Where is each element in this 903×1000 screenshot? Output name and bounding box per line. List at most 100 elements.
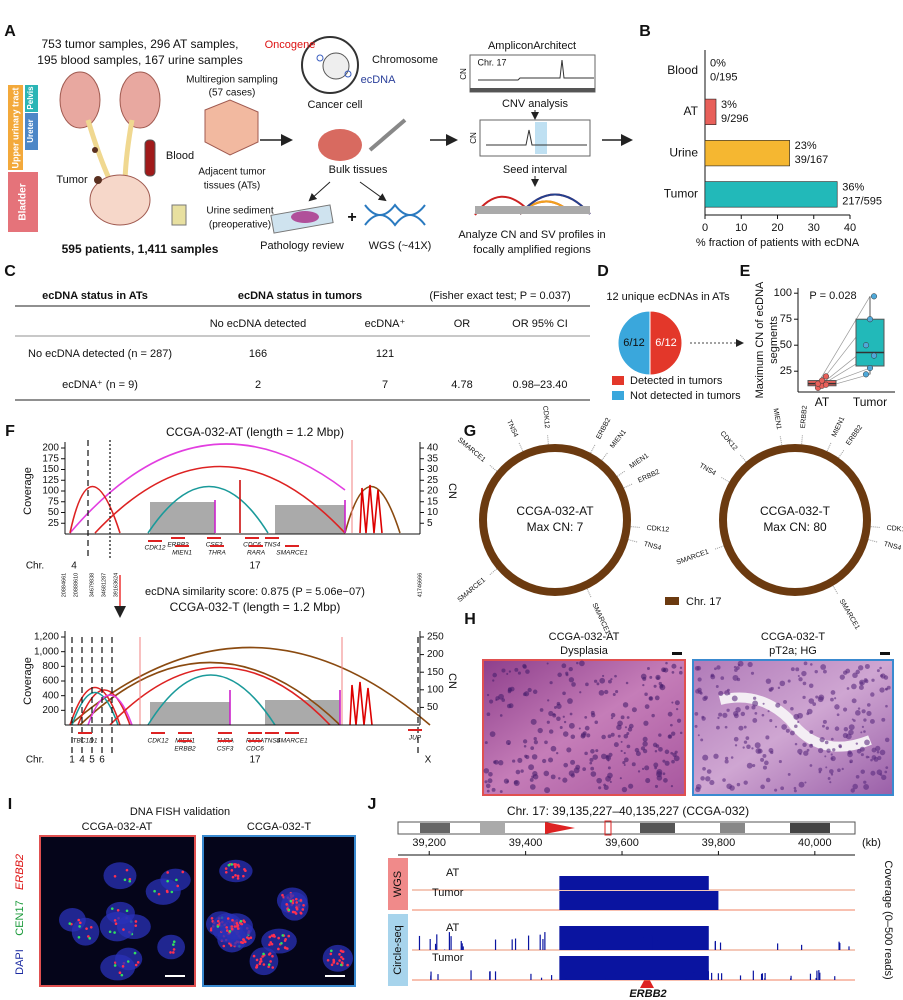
coverage-spike: [642, 937, 644, 950]
nucleus: [876, 669, 880, 673]
nucleus: [700, 776, 705, 781]
nucleus: [709, 780, 715, 786]
fish-signal: [136, 961, 140, 964]
label: tissues (ATs): [204, 181, 261, 192]
nucleus: [58, 907, 86, 932]
gene-label: SMARCE1: [276, 550, 308, 557]
nucleus: [578, 727, 581, 730]
gene-mark: [249, 545, 263, 547]
label: X: [425, 755, 432, 766]
fish-signal: [172, 943, 175, 946]
nucleus: [549, 681, 553, 685]
label: Max CN: 7: [527, 520, 584, 534]
nucleus: [848, 724, 855, 731]
nucleus: [870, 758, 873, 762]
coverage-spike: [719, 942, 722, 950]
nucleus: [827, 777, 831, 780]
fish-signal: [216, 919, 220, 923]
nucleus: [671, 759, 675, 764]
fish-signal: [230, 927, 234, 931]
label: 4: [79, 755, 85, 766]
gene-mark: [178, 740, 192, 742]
bar: [704, 181, 838, 208]
nucleus: [602, 674, 605, 678]
nucleus: [561, 663, 567, 669]
fish-signal: [338, 959, 341, 962]
nucleus: [809, 730, 814, 734]
gene-label: ERBB2: [845, 424, 864, 447]
label: CCGA-032-AT (length = 1.2 Mbp): [166, 425, 344, 439]
nucleus: [559, 725, 563, 729]
label: % fraction of patients with ecDNA: [696, 237, 860, 249]
fish-signal: [239, 940, 243, 944]
gene-mark: [78, 732, 92, 734]
label: CN: [446, 483, 458, 499]
x-tick-label: 39,200: [412, 837, 446, 849]
nucleus: [515, 769, 521, 775]
y2-tick-label: 150: [427, 667, 444, 678]
gene-tick: [714, 545, 724, 550]
coord-label: 20888610: [73, 573, 79, 597]
nucleus: [760, 784, 765, 790]
nucleus: [644, 704, 650, 709]
nucleus: [798, 677, 803, 682]
fish-signal: [172, 940, 176, 944]
nucleus: [620, 749, 623, 753]
label: WGS (~41X): [369, 240, 432, 252]
nucleus: [742, 746, 745, 749]
label: pT2a; HG: [769, 645, 817, 657]
value-label: 36%: [842, 181, 864, 193]
fish-signal: [68, 922, 72, 925]
nucleus: [651, 713, 655, 718]
nucleus: [751, 705, 756, 710]
coverage-spike: [663, 936, 665, 950]
nucleus: [673, 755, 680, 762]
gene-tick: [801, 434, 803, 445]
coverage-spike: [597, 948, 599, 950]
gene-label: TNS4: [643, 541, 662, 552]
nucleus: [670, 751, 674, 755]
nucleus: [803, 750, 809, 756]
panel-f-art: [65, 440, 431, 755]
nucleus: [822, 724, 825, 728]
nucleus: [623, 757, 629, 763]
fish-signal: [330, 949, 333, 953]
nucleus: [601, 753, 607, 760]
fish-signal: [210, 917, 214, 920]
coverage-spike: [542, 939, 544, 950]
label: Ureter: [26, 119, 35, 143]
label: Chr.: [26, 561, 44, 572]
nucleus: [662, 759, 666, 763]
gene-label: MIEN1: [629, 452, 651, 470]
nucleus: [503, 778, 510, 784]
nucleus: [839, 674, 845, 680]
nucleus: [743, 725, 747, 729]
fish-signal: [227, 863, 231, 867]
nucleus: [489, 731, 496, 738]
label: Coverage (0–500 reads): [882, 860, 894, 979]
label: ecDNA similarity score: 0.875 (P = 5.06e…: [145, 586, 365, 598]
nucleus: [530, 718, 537, 725]
gene-label: SMARCE1: [676, 548, 710, 566]
label: Chr. 17: [477, 57, 506, 67]
nucleus: [562, 691, 566, 696]
gene-label: TNS4: [883, 541, 902, 552]
coverage-spike: [605, 978, 607, 980]
nucleus: [703, 695, 708, 700]
label: ERBB2: [14, 854, 26, 890]
panel-j-art: [388, 820, 856, 988]
coverage-spike: [530, 973, 532, 980]
label: focally amplified regions: [473, 244, 591, 256]
nucleus: [752, 718, 758, 723]
nucleus: [830, 773, 834, 776]
label: 6: [99, 755, 105, 766]
nucleus: [598, 786, 602, 790]
fish-signal: [271, 966, 275, 969]
coverage-spike: [489, 971, 491, 980]
nucleus: [616, 724, 622, 731]
fish-signal: [120, 973, 124, 977]
nucleus: [645, 778, 651, 784]
gene-tick: [590, 443, 596, 454]
value-label: 3%: [721, 99, 737, 111]
nucleus: [662, 772, 666, 776]
